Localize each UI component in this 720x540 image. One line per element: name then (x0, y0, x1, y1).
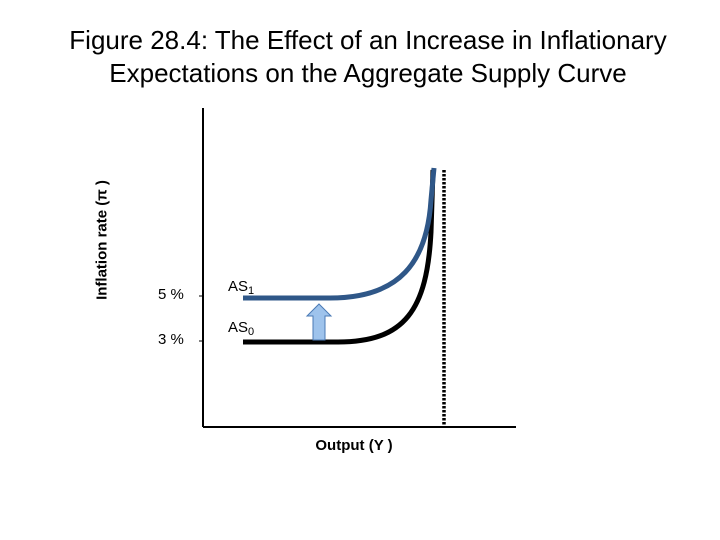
figure-title-line-2: Expectations on the Aggregate Supply Cur… (109, 58, 627, 88)
as1-label-base: AS (228, 278, 249, 295)
figure-title: Figure 28.4: The Effect of an Increase i… (0, 24, 720, 90)
as0-label-subscript: 0 (248, 326, 255, 338)
figure-title-line-1: Figure 28.4: The Effect of an Increase i… (69, 25, 667, 55)
as1-label-subscript: 1 (248, 285, 255, 297)
tick-label-5-percent: 5 % (158, 286, 184, 303)
tick-label-3-percent: 3 % (158, 331, 184, 348)
shift-arrow-shape (305, 303, 333, 341)
as1-label: AS1 (228, 278, 254, 297)
as0-label-base: AS (228, 319, 249, 336)
as0-label: AS0 (228, 319, 254, 338)
y-axis-label: Inflation rate (π ) (93, 180, 111, 300)
x-axis-label: Output (Y ) (315, 437, 393, 454)
as0-curve (243, 169, 436, 345)
as1-curve (243, 167, 437, 301)
